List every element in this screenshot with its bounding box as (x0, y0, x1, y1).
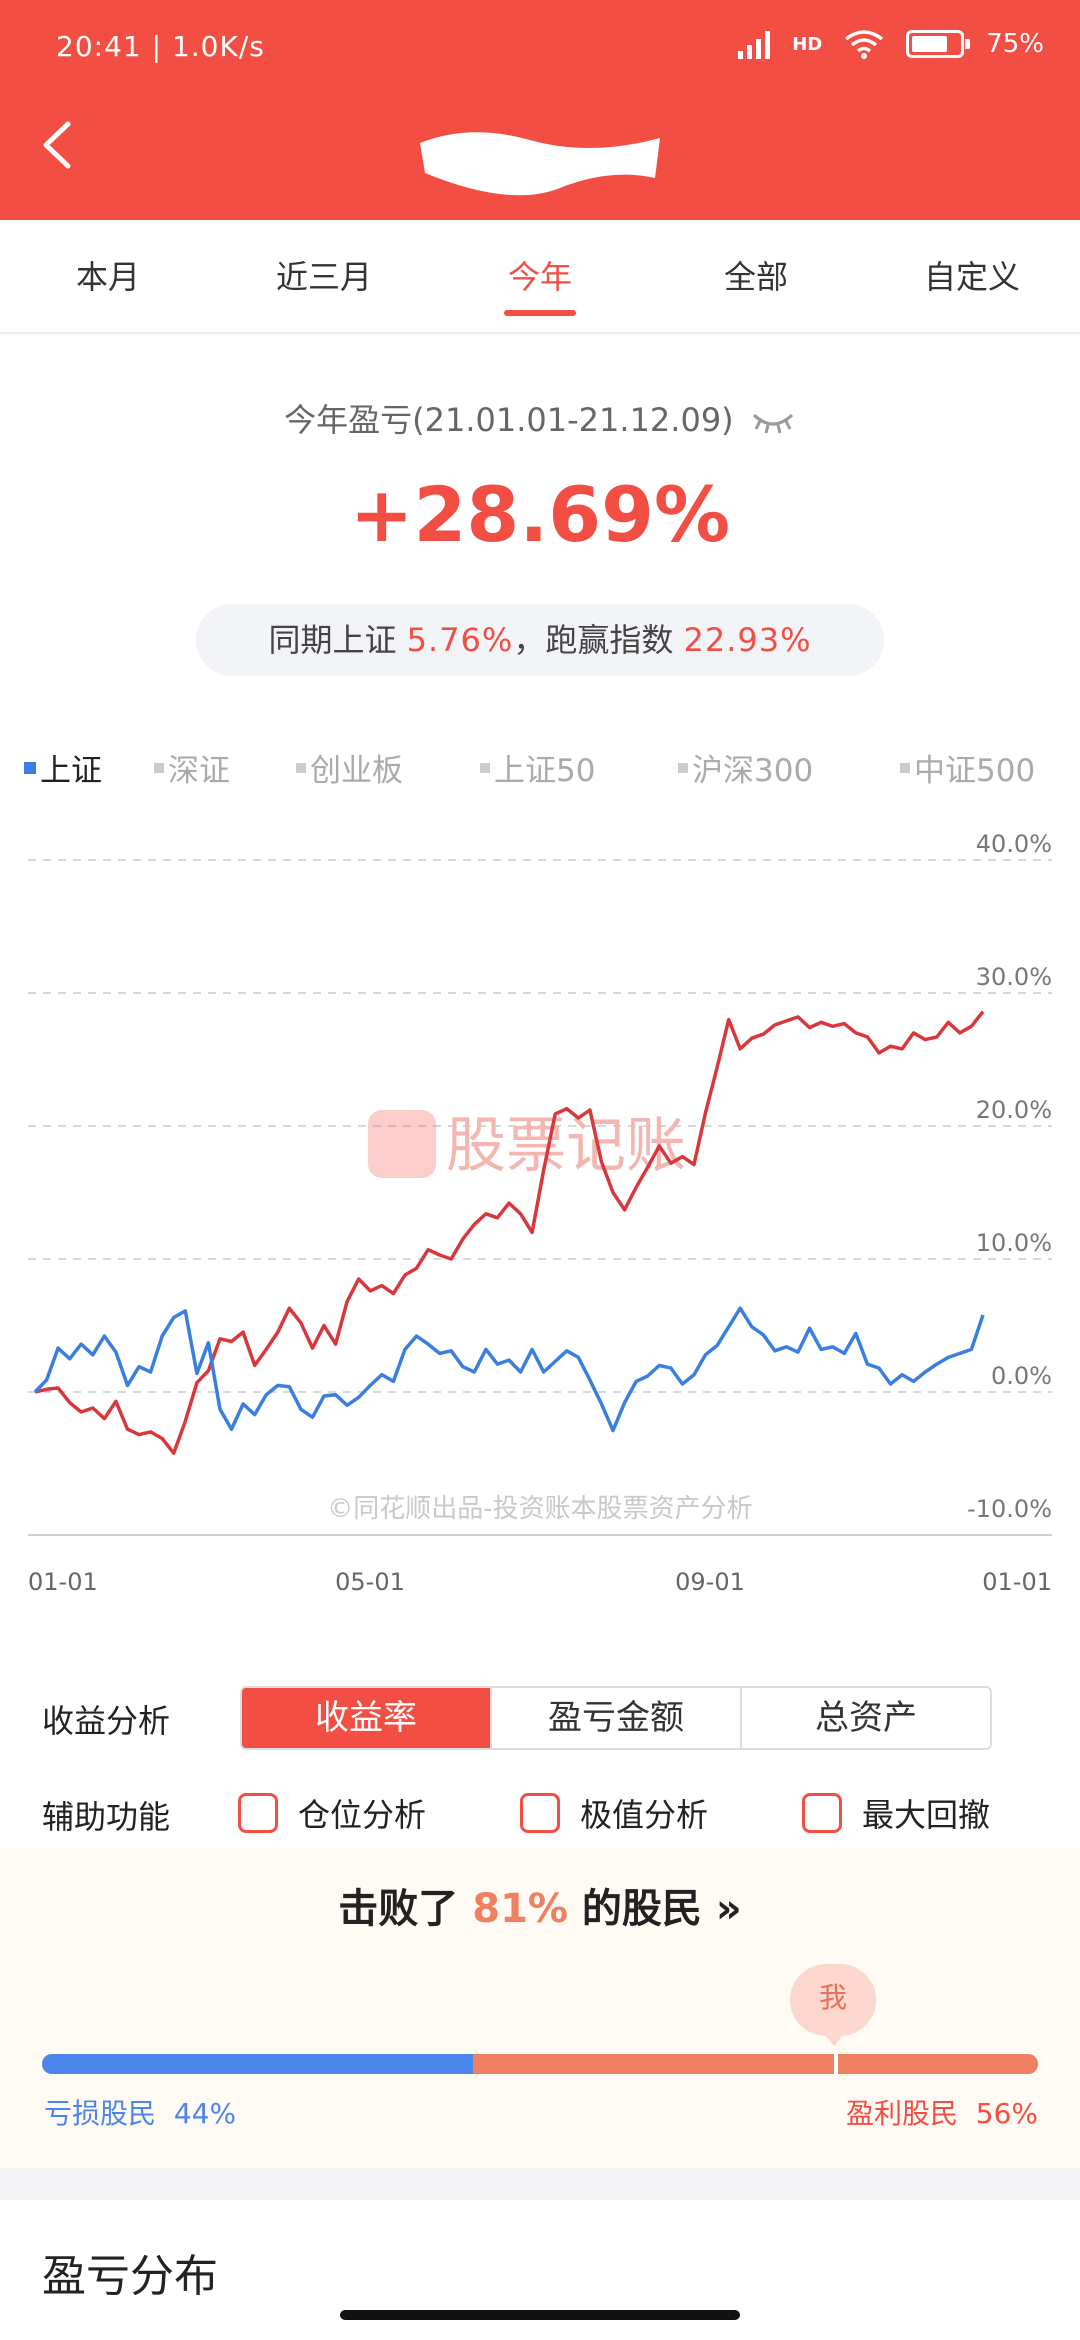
wifi-icon (845, 30, 884, 59)
y-tick-label: 30.0% (976, 963, 1052, 991)
aux-label: 辅助功能 (42, 1798, 171, 1836)
beat-investors-card[interactable]: 击败了 81% 的股民 » 我 亏损股民 44% 盈利股民 56% (0, 1848, 1080, 2168)
analysis-label: 收益分析 (42, 1702, 171, 1740)
legend-sz[interactable]: 深证 (154, 745, 230, 790)
y-tick-label: 20.0% (976, 1096, 1052, 1124)
double-chevron-right-icon[interactable]: » (715, 1886, 742, 1932)
investor-ratio-bar (42, 2054, 1038, 2074)
y-tick-label: -10.0% (967, 1495, 1052, 1523)
x-tick-label: 01-01 (982, 1568, 1052, 1596)
me-position-marker (834, 2048, 838, 2080)
tab-this-month[interactable]: 本月 (75, 258, 140, 296)
me-marker-bubble: 我 (790, 1964, 876, 2046)
profit-line-chart: 40.0% 30.0% 20.0% 10.0% 0.0% -10.0% 01-01 05-01… (28, 830, 1052, 1596)
legend-hs300[interactable]: 沪深300 (678, 745, 813, 790)
tab-all[interactable]: 全部 (723, 258, 788, 296)
y-tick-label: 0.0% (991, 1362, 1052, 1390)
home-indicator[interactable] (340, 2310, 740, 2320)
checkbox-extreme-analysis[interactable]: 极值分析 (520, 1790, 708, 1836)
x-tick-label: 09-01 (675, 1568, 745, 1596)
section-divider (0, 2168, 1080, 2200)
y-tick-label: 40.0% (976, 830, 1052, 858)
watermark-text: 股票记账 (446, 1111, 686, 1181)
signal-icon (738, 29, 771, 59)
legend-cyb[interactable]: 创业板 (296, 745, 403, 790)
y-tick-label: 10.0% (976, 1229, 1052, 1257)
legend-zz500[interactable]: 中证500 (900, 745, 1035, 790)
copyright-text: ©同花顺出品-投资账本股票资产分析 (327, 1494, 752, 1524)
back-arrow-icon[interactable] (38, 118, 78, 172)
index-compare-pill: 同期上证 5.76%，跑赢指数 22.93% (196, 604, 884, 676)
win-segment (473, 2054, 1038, 2074)
checkbox-max-drawdown[interactable]: 最大回撤 (802, 1790, 990, 1836)
checkbox-icon[interactable] (802, 1793, 842, 1833)
summary-label: 今年盈亏(21.01.01-21.12.09) (0, 395, 1080, 441)
x-tick-label: 05-01 (335, 1568, 405, 1596)
loss-investors-label: 亏损股民 44% (44, 2097, 237, 2130)
status-time: 20:41 | 1.0K/s (56, 30, 265, 63)
status-icons: HD 75% (738, 26, 1044, 62)
tab-custom[interactable]: 自定义 (923, 258, 1020, 296)
beat-title[interactable]: 击败了 81% 的股民 » (338, 1886, 742, 1932)
app-header: 20:41 | 1.0K/s HD 75% (0, 0, 1080, 220)
active-tab-indicator (504, 310, 576, 316)
legend-sh[interactable]: 上证 (24, 745, 102, 790)
loss-segment (42, 2054, 474, 2074)
tab-this-year[interactable]: 今年 (507, 258, 572, 296)
checkbox-position-analysis[interactable]: 仓位分析 (238, 1790, 426, 1836)
series-line-my-return (34, 1010, 985, 1455)
series-line-shanghai-index (33, 1306, 985, 1433)
checkbox-icon[interactable] (520, 1793, 560, 1833)
checkbox-icon[interactable] (238, 1793, 278, 1833)
segment-total-assets[interactable]: 总资产 (740, 1688, 990, 1748)
x-tick-label: 01-01 (28, 1568, 98, 1596)
period-profit-percent: +28.69% (349, 470, 731, 559)
segment-profit-amount[interactable]: 盈亏金额 (490, 1688, 740, 1748)
legend-sz50[interactable]: 上证50 (480, 745, 595, 790)
distribution-title: 盈亏分布 (42, 2251, 218, 2302)
segment-return-rate[interactable]: 收益率 (242, 1688, 490, 1748)
network-type: HD (792, 33, 823, 55)
title-redaction (420, 132, 660, 196)
battery-icon (906, 30, 971, 58)
analysis-segmented-control: 收益率 盈亏金额 总资产 (240, 1686, 992, 1750)
period-tabs: 本月 近三月 今年 全部 自定义 (0, 220, 1080, 334)
tab-three-months[interactable]: 近三月 (275, 258, 372, 296)
eye-closed-icon[interactable] (750, 407, 796, 437)
battery-percent: 75% (986, 29, 1044, 59)
win-investors-label: 盈利股民 56% (845, 2097, 1038, 2130)
watermark-logo (368, 1110, 436, 1178)
